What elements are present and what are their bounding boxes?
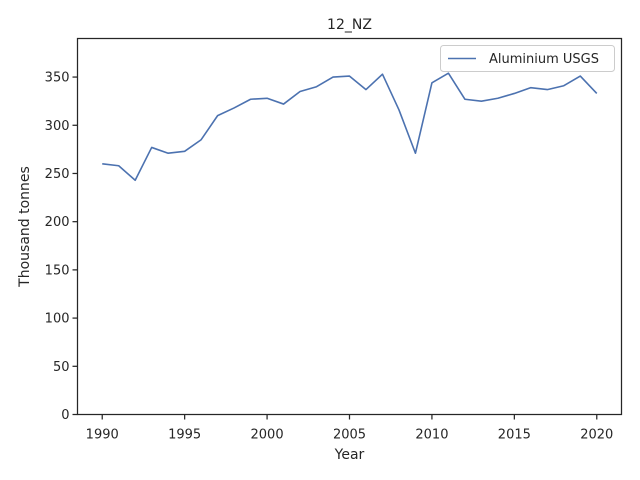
chart-title: 12_NZ bbox=[327, 17, 372, 33]
y-axis-label: Thousand tonnes bbox=[17, 166, 33, 288]
y-tick-label: 150 bbox=[45, 263, 70, 278]
y-tick-label: 200 bbox=[45, 215, 70, 230]
x-tick-label: 2010 bbox=[415, 428, 448, 443]
y-tick-label: 300 bbox=[45, 119, 70, 134]
x-tick-label: 2000 bbox=[251, 428, 284, 443]
x-tick-label: 2005 bbox=[333, 428, 366, 443]
legend-box bbox=[440, 45, 615, 72]
x-axis: 1990 1995 2000 2005 2010 2015 2020 bbox=[86, 414, 613, 443]
y-tick-label: 250 bbox=[45, 167, 70, 182]
series-layer bbox=[102, 72, 598, 182]
y-tick-label: 0 bbox=[61, 408, 69, 423]
x-tick-label: 1990 bbox=[86, 428, 119, 443]
x-tick-label: 2020 bbox=[580, 428, 613, 443]
y-axis: 0 50 100 150 200 250 300 350 bbox=[45, 71, 78, 423]
x-axis-label: Year bbox=[334, 447, 365, 463]
legend-label-aluminium: Aluminium USGS bbox=[489, 52, 599, 67]
y-tick-label: 350 bbox=[45, 71, 70, 86]
x-tick-label: 2015 bbox=[498, 428, 531, 443]
y-tick-label: 50 bbox=[53, 360, 70, 375]
series-line-aluminium bbox=[102, 72, 598, 182]
legend: Aluminium USGS bbox=[440, 45, 615, 72]
x-tick-label: 1995 bbox=[168, 428, 201, 443]
plot-frame bbox=[76, 37, 623, 416]
y-tick-label: 100 bbox=[45, 312, 70, 327]
